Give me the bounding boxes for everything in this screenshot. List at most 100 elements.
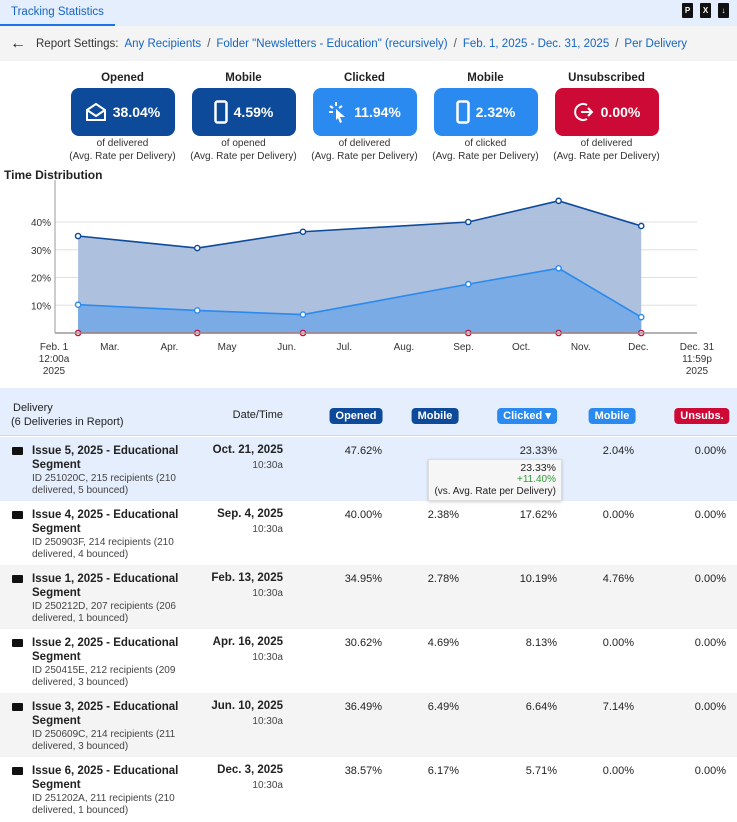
table-row[interactable]: Issue 5, 2025 - Educational Segment ID 2… [0, 437, 737, 501]
y-tick-label: 10% [31, 301, 51, 312]
delivery-count: (6 Deliveries in Report) [11, 416, 124, 428]
table-row[interactable]: Issue 2, 2025 - Educational Segment ID 2… [0, 629, 737, 693]
delivery-date: Sep. 4, 2025 [217, 508, 283, 520]
setting-daterange-link[interactable]: Feb. 1, 2025 - Dec. 31, 2025 [462, 37, 610, 50]
data-point [193, 307, 201, 314]
value-clicked: 17.62% [519, 509, 557, 521]
separator: / [453, 37, 457, 50]
series-line [78, 267, 642, 318]
x-tick-label: Mar. [100, 342, 119, 353]
kpi-sub-note: (Avg. Rate per Delivery) [69, 151, 176, 162]
delivery-name[interactable]: Issue 5, 2025 - Educational Segment [32, 445, 179, 471]
section-title: Time Distribution [4, 168, 103, 182]
delivery-name[interactable]: Issue 3, 2025 - Educational Segment [32, 701, 179, 727]
kpi-mobile: Mobile 2.32% of clicked (Avg. Rate per De… [425, 72, 546, 163]
delivery-name[interactable]: Issue 2, 2025 - Educational Segment [32, 637, 179, 663]
data-point [637, 313, 645, 321]
delivery-meta: ID 250212D, 207 recipients (206 delivere… [32, 601, 176, 624]
value-unsubscribed: 0.00% [694, 765, 726, 777]
delivery-name[interactable]: Issue 6, 2025 - Educational Segment [32, 765, 179, 791]
value-mobile-clicked: 0.00% [602, 637, 634, 649]
report-settings-bar: ← Report Settings: Any Recipients / Folde… [0, 26, 737, 61]
setting-mode-link[interactable]: Per Delivery [624, 37, 688, 50]
kpi-title: Opened [101, 72, 144, 84]
table-row[interactable]: Issue 1, 2025 - Educational Segment ID 2… [0, 565, 737, 629]
kpi-cards: Opened 38.04% of delivered (Avg. Rate per… [62, 72, 667, 163]
delivery-meta: ID 251202A, 211 recipients (210 delivere… [32, 793, 175, 816]
y-tick-label: 30% [31, 246, 51, 257]
y-tick-label: 40% [31, 218, 51, 229]
value-mobile-clicked: 4.76% [602, 573, 634, 585]
mail-icon [12, 639, 23, 647]
data-point [74, 301, 82, 309]
mobile-icon [213, 100, 228, 124]
kpi-value: 4.59% [233, 104, 274, 120]
data-point [464, 218, 472, 226]
value-unsubscribed: 0.00% [694, 509, 726, 521]
value-clicked: 5.71% [525, 765, 557, 777]
kpi-sub: of clicked [464, 138, 507, 149]
mail-icon [12, 575, 23, 583]
delivery-time: 10:30a [252, 780, 283, 791]
kpi-box[interactable]: 0.00% [554, 88, 659, 136]
x-tick-label: Dec. [628, 342, 649, 353]
column-header-mobile[interactable]: Mobile [588, 408, 636, 424]
series-line [77, 200, 642, 249]
kpi-box[interactable]: 11.94% [312, 88, 417, 136]
delivery-name[interactable]: Issue 1, 2025 - Educational Segment [32, 573, 179, 599]
x-tick-label: Sep. [453, 342, 474, 353]
excel-icon[interactable]: X [700, 3, 711, 18]
tooltip-value: 23.33% [520, 462, 556, 474]
delivery-time: 10:30a [252, 460, 283, 471]
setting-folder-link[interactable]: Folder "Newsletters - Education" (recurs… [216, 37, 448, 50]
value-mobile-opened: 4.69% [427, 637, 459, 649]
x-tick-label: Oct. [512, 342, 530, 353]
x-end-label: 11:59p [682, 354, 712, 365]
table-row[interactable]: Issue 3, 2025 - Educational Segment ID 2… [0, 693, 737, 757]
delivery-time: 10:30a [252, 524, 283, 535]
value-unsubscribed: 0.00% [694, 573, 726, 585]
column-header-clicked[interactable]: Clicked ▾ [497, 408, 557, 424]
back-arrow-icon[interactable]: ← [10, 34, 26, 52]
data-point [555, 264, 562, 272]
value-opened: 36.49% [344, 701, 382, 713]
y-tick-label: 20% [31, 274, 51, 285]
x-tick-label: Apr. [161, 342, 179, 353]
table-row[interactable]: Issue 6, 2025 - Educational Segment ID 2… [0, 757, 737, 821]
value-mobile-opened: 6.49% [427, 701, 459, 713]
table-row[interactable]: Issue 4, 2025 - Educational Segment ID 2… [0, 501, 737, 565]
column-header-mobile[interactable]: Mobile [411, 408, 459, 424]
report-settings-label: Report Settings: [36, 37, 119, 50]
x-end-label: 2025 [686, 366, 709, 377]
kpi-mobile: Mobile 4.59% of opened (Avg. Rate per Del… [183, 72, 304, 163]
kpi-box[interactable]: 4.59% [191, 88, 296, 136]
series-area [78, 268, 642, 333]
data-point [464, 280, 472, 288]
value-mobile-clicked: 0.00% [602, 509, 634, 521]
setting-recipients-link[interactable]: Any Recipients [124, 37, 202, 50]
export-icon[interactable]: ↓ [718, 3, 729, 18]
delivery-date: Jun. 10, 2025 [211, 700, 283, 712]
kpi-box[interactable]: 2.32% [433, 88, 538, 136]
delivery-name[interactable]: Issue 4, 2025 - Educational Segment [32, 509, 179, 535]
kpi-title: Mobile [467, 72, 504, 84]
data-point [637, 222, 645, 230]
column-header-unsubs[interactable]: Unsubs. [674, 408, 730, 424]
x-tick-label: Aug. [394, 342, 415, 353]
value-clicked: 23.33% [519, 445, 557, 457]
kpi-value: 11.94% [354, 104, 401, 120]
delivery-header[interactable]: Delivery [13, 402, 53, 414]
kpi-sub-note: (Avg. Rate per Delivery) [553, 151, 660, 162]
pdf-icon[interactable]: P [682, 3, 693, 18]
kpi-sub: of delivered [338, 138, 391, 149]
mobile-icon [455, 100, 470, 124]
kpi-sub: of delivered [96, 138, 149, 149]
date-header[interactable]: Date/Time [232, 409, 283, 421]
value-mobile-clicked: 2.04% [602, 445, 634, 457]
column-header-opened[interactable]: Opened [329, 408, 383, 424]
kpi-title: Mobile [225, 72, 262, 84]
kpi-box[interactable]: 38.04% [70, 88, 175, 136]
tab-tracking-statistics[interactable]: Tracking Statistics [0, 0, 115, 26]
value-opened: 47.62% [344, 445, 382, 457]
kpi-title: Clicked [344, 72, 385, 84]
